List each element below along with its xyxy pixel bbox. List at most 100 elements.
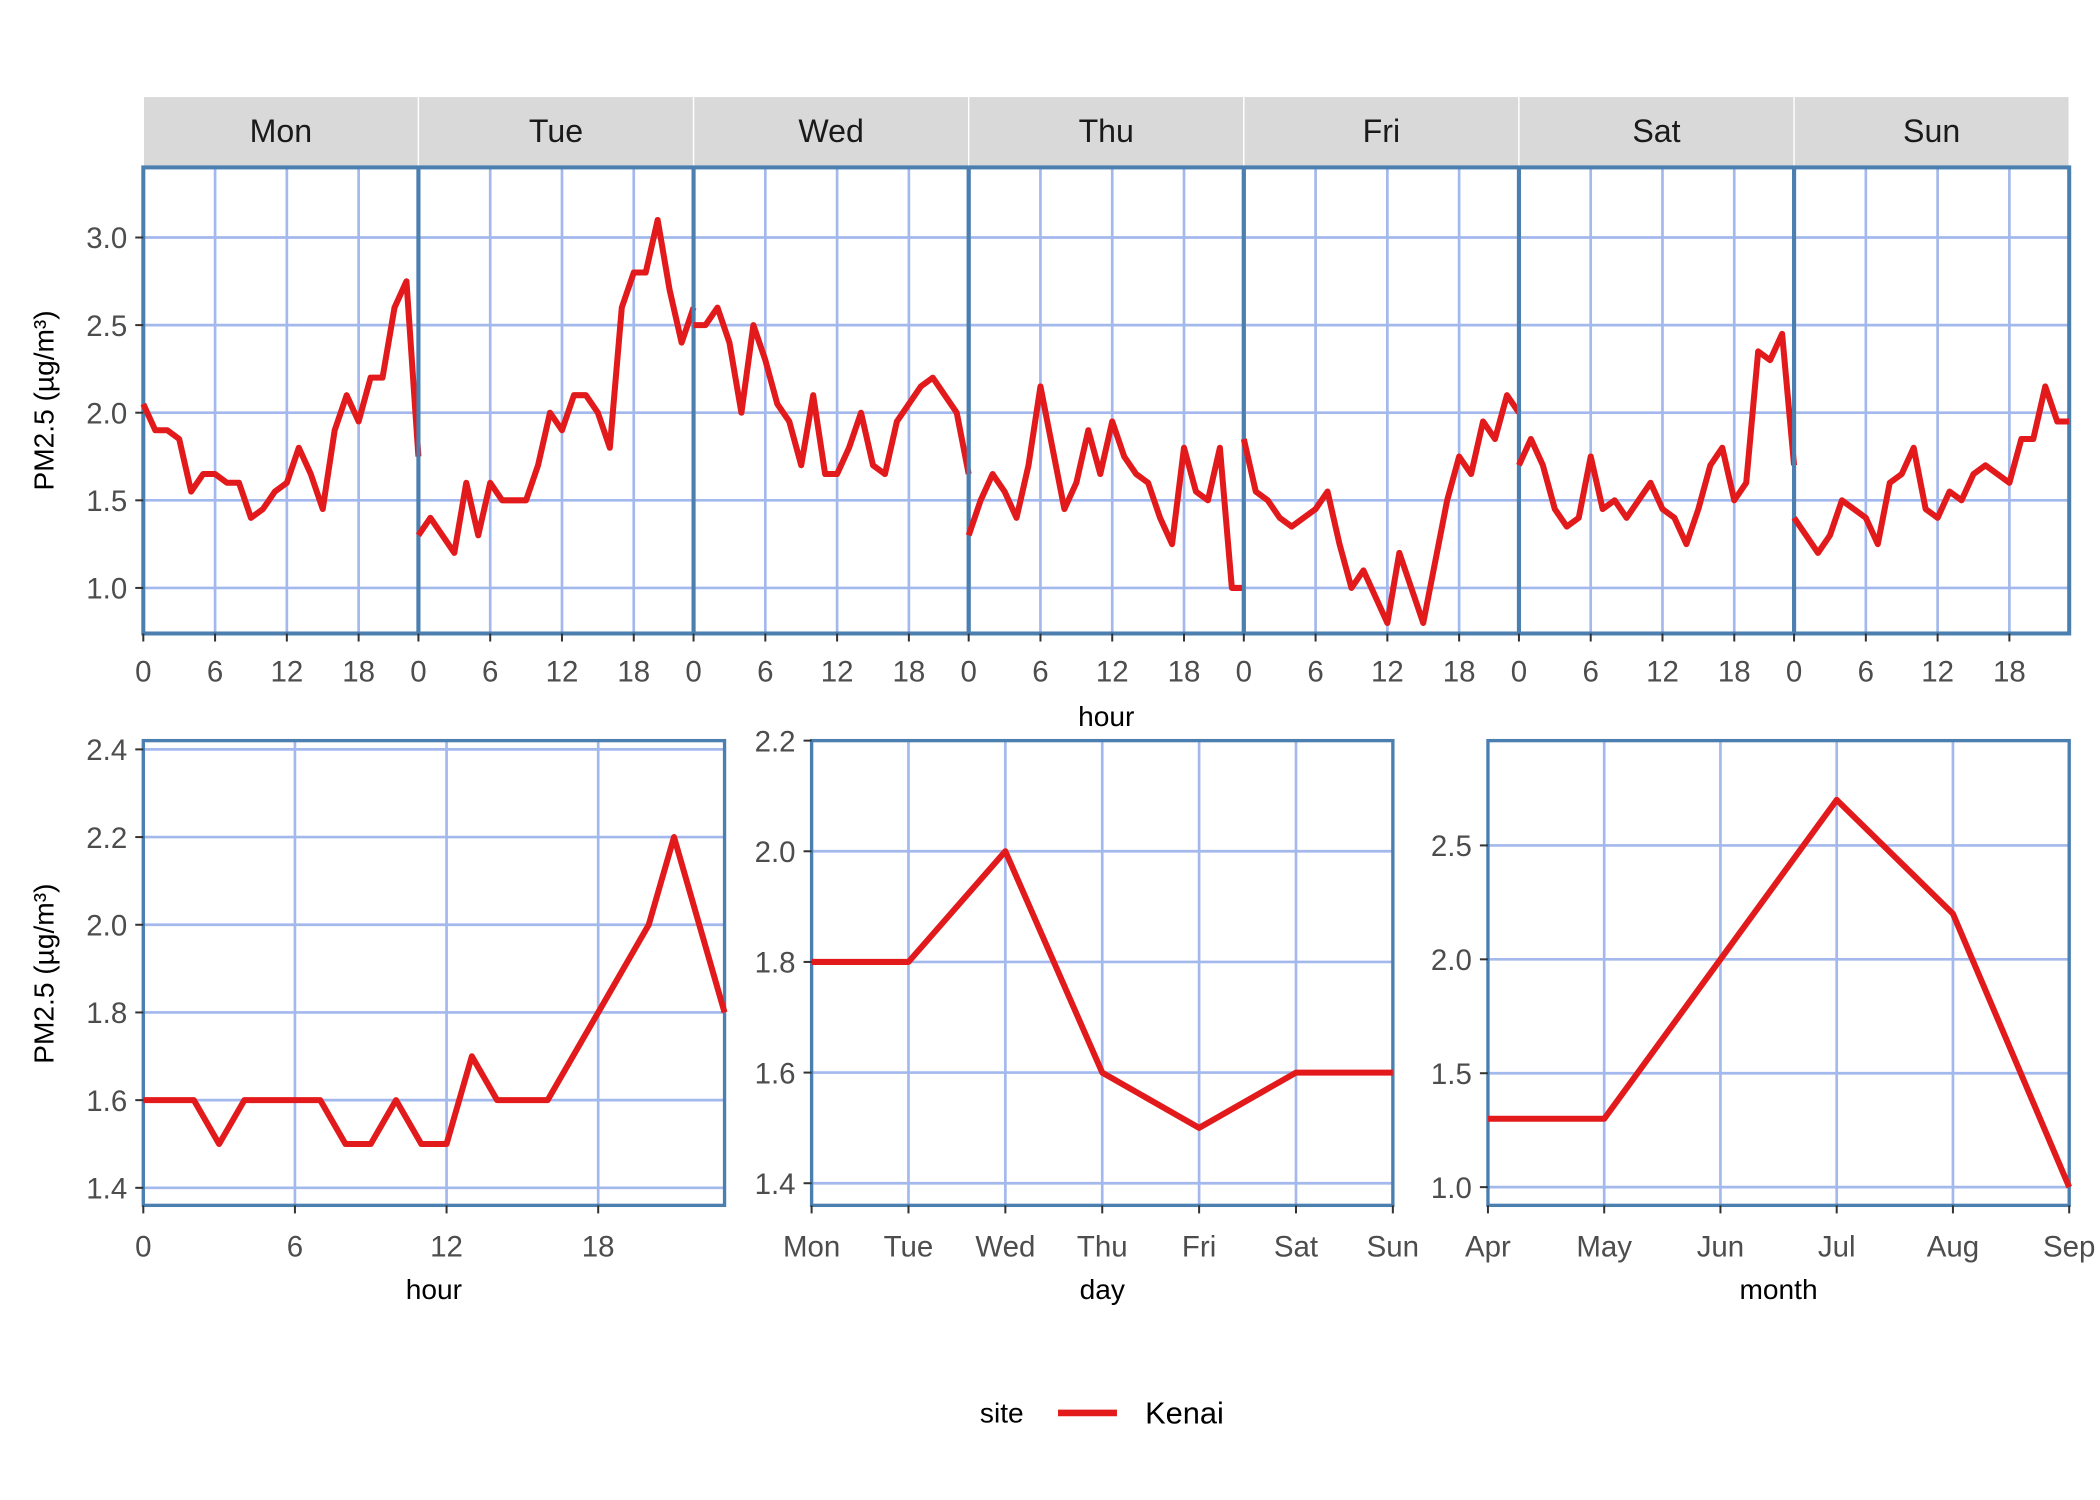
- x-tick-label: Fri: [1182, 1230, 1216, 1263]
- y-axis-title: PM2.5 (µg/m³): [29, 884, 60, 1064]
- month-panel-series-kenai: [1487, 796, 2072, 1189]
- y-tick-label: 1.6: [755, 1057, 796, 1090]
- strip-fri: [1243, 95, 1520, 169]
- facet-fri-series-kenai: [1240, 392, 1522, 626]
- strip-thu: [968, 95, 1245, 169]
- y-tick-label: 2.5: [1431, 830, 1472, 863]
- strip-label: Tue: [529, 113, 583, 149]
- y-tick-label: 1.8: [755, 947, 796, 980]
- x-tick-label: 0: [410, 656, 426, 689]
- y-tick-label: 1.0: [86, 573, 127, 606]
- x-tick-label: 18: [1168, 656, 1201, 689]
- x-tick-label: 12: [1371, 656, 1404, 689]
- facet-mon-series-kenai: [140, 278, 422, 521]
- x-tick-label: Apr: [1465, 1230, 1511, 1263]
- x-tick-label: 6: [207, 656, 223, 689]
- strip-sun: [1793, 95, 2070, 169]
- y-tick-label: 1.5: [86, 485, 127, 518]
- x-tick-label: Sun: [1367, 1230, 1419, 1263]
- hour-panel-border: [141, 738, 727, 1208]
- strip-wed: [692, 95, 970, 169]
- facet-tue-series-kenai: [415, 216, 697, 556]
- x-tick-label: 6: [1032, 656, 1048, 689]
- x-tick-label: Jun: [1697, 1230, 1745, 1263]
- x-tick-label: 0: [1511, 656, 1527, 689]
- facet-sun-series-kenai: [1791, 383, 2070, 556]
- y-tick-label: 1.5: [1431, 1058, 1472, 1091]
- strip-label: Thu: [1079, 113, 1134, 149]
- x-tick-label: 6: [1858, 656, 1874, 689]
- x-tick-label: 18: [1443, 656, 1476, 689]
- x-tick-label: 0: [135, 1230, 151, 1263]
- x-tick-label: Sep: [2043, 1230, 2095, 1263]
- y-tick-label: 2.4: [86, 734, 127, 767]
- x-tick-label: 18: [1718, 656, 1751, 689]
- strip-mon: [142, 95, 420, 169]
- x-tick-label: Wed: [975, 1230, 1035, 1263]
- x-tick-label: 12: [546, 656, 579, 689]
- day-panel-series-kenai: [811, 848, 1393, 1131]
- x-tick-label: 12: [821, 656, 854, 689]
- x-tick-label: 6: [287, 1230, 303, 1263]
- y-tick-label: 2.2: [86, 822, 127, 855]
- y-tick-label: 2.2: [755, 725, 796, 758]
- x-tick-label: 6: [1583, 656, 1599, 689]
- x-axis-title: month: [1740, 1274, 1818, 1305]
- hour-panel-series-kenai: [143, 834, 728, 1147]
- y-tick-label: 2.5: [86, 310, 127, 343]
- strip-tue: [417, 95, 695, 169]
- x-tick-label: 0: [135, 656, 151, 689]
- facet-sun-border: [1792, 165, 2072, 636]
- y-tick-label: 3.0: [86, 222, 127, 255]
- month-panel-border: [1486, 738, 2071, 1208]
- x-tick-label: 12: [1921, 656, 1954, 689]
- legend-title: site: [980, 1397, 1024, 1428]
- legend: site Kenai: [980, 1396, 1224, 1431]
- x-tick-label: Aug: [1927, 1230, 1979, 1263]
- x-axis-title: hour: [1078, 701, 1134, 732]
- y-tick-label: 1.8: [86, 997, 127, 1030]
- y-tick-label: 1.0: [1431, 1172, 1472, 1205]
- facet-thu-series-kenai: [965, 383, 1244, 591]
- strip-label: Wed: [798, 113, 863, 149]
- x-tick-label: Jul: [1818, 1230, 1856, 1263]
- strip-sat: [1518, 95, 1795, 169]
- x-tick-label: 12: [1096, 656, 1129, 689]
- y-axis-title: PM2.5 (µg/m³): [29, 310, 60, 490]
- x-tick-label: Thu: [1077, 1230, 1128, 1263]
- x-tick-label: 18: [617, 656, 650, 689]
- x-tick-label: 12: [270, 656, 303, 689]
- y-tick-label: 2.0: [86, 909, 127, 942]
- x-tick-label: Tue: [884, 1230, 934, 1263]
- x-axis-title: hour: [406, 1274, 462, 1305]
- x-tick-label: 12: [1646, 656, 1679, 689]
- x-axis-title: day: [1080, 1274, 1125, 1305]
- y-tick-label: 1.4: [86, 1173, 127, 1206]
- facet-wed-series-kenai: [693, 304, 972, 478]
- x-tick-label: 18: [342, 656, 375, 689]
- x-tick-label: Sat: [1274, 1230, 1318, 1263]
- x-tick-label: 0: [685, 656, 701, 689]
- y-tick-label: 2.0: [755, 836, 796, 869]
- strip-label: Fri: [1363, 113, 1400, 149]
- x-tick-label: Mon: [783, 1230, 840, 1263]
- strip-label: Mon: [250, 113, 313, 149]
- y-tick-label: 2.0: [1431, 944, 1472, 977]
- x-tick-label: 18: [1993, 656, 2026, 689]
- strip-label: Sat: [1632, 113, 1680, 149]
- y-tick-label: 1.4: [755, 1168, 796, 1201]
- x-tick-label: 6: [1307, 656, 1323, 689]
- y-tick-label: 1.6: [86, 1085, 127, 1118]
- x-tick-label: 18: [892, 656, 925, 689]
- x-tick-label: 0: [1236, 656, 1252, 689]
- x-tick-label: 18: [582, 1230, 615, 1263]
- x-tick-label: 12: [430, 1230, 463, 1263]
- legend-label-kenai: Kenai: [1145, 1396, 1224, 1431]
- strip-label: Sun: [1903, 113, 1960, 149]
- x-tick-label: 6: [757, 656, 773, 689]
- y-tick-label: 2.0: [86, 397, 127, 430]
- x-tick-label: 0: [960, 656, 976, 689]
- x-tick-label: 0: [1786, 656, 1802, 689]
- x-tick-label: 6: [482, 656, 498, 689]
